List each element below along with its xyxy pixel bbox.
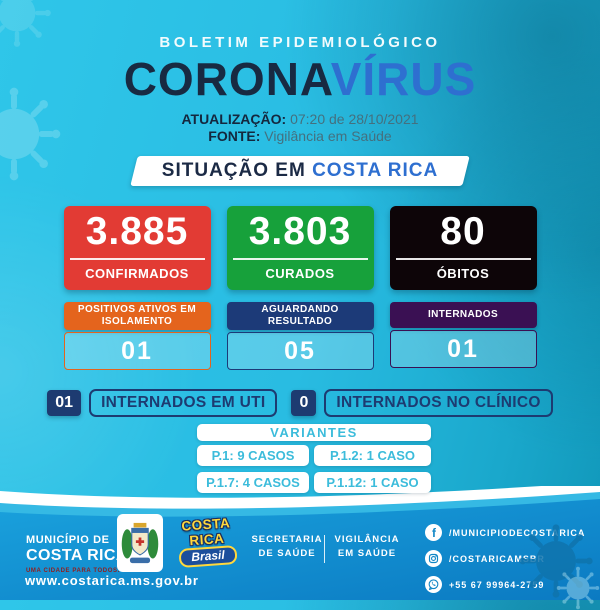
secondary-stats-row: POSITIVOS ATIVOS EM ISOLAMENTO 01 AGUARD… — [0, 302, 600, 370]
variant-cell: P.1.7: 4 CASOS — [197, 472, 309, 493]
hospitalized-label: INTERNADOS — [389, 302, 537, 328]
stat-awaiting-results: AGUARDANDO RESULTADO 05 — [226, 302, 374, 370]
dept-secretaria-saude: SECRETARIA DE SAÚDE — [251, 534, 323, 559]
update-line: ATUALIZAÇÃO: 07:20 de 28/10/2021 — [0, 111, 600, 127]
confirmed-label: CONFIRMADOS — [85, 266, 189, 281]
whatsapp-handle: +55 67 99964-2759 — [449, 579, 545, 590]
icu-value: 01 — [47, 390, 82, 416]
dept-vigilancia-saude: VIGILÂNCIA EM SAÚDE — [334, 534, 400, 559]
divider — [232, 258, 368, 260]
source-line: FONTE: Vigilância em Saúde — [0, 128, 600, 144]
stat-card-deaths: 80 ÓBITOS — [389, 206, 537, 290]
whatsapp-icon — [425, 576, 442, 593]
facebook-handle: /MUNICIPIODECOSTARICA — [449, 527, 586, 538]
clinical-value: 0 — [291, 390, 317, 416]
coat-of-arms-icon — [121, 522, 159, 564]
costa-rica-brasil-logo: COSTA RICA Brasil — [163, 514, 250, 569]
active-isolation-label: POSITIVOS ATIVOS EM ISOLAMENTO — [63, 302, 211, 330]
instagram-handle: /COSTARICAMSBR — [449, 553, 545, 564]
clinical-label: INTERNADOS NO CLÍNICO — [324, 389, 553, 417]
cured-label: CURADOS — [265, 266, 335, 281]
deaths-label: ÓBITOS — [436, 266, 490, 281]
hospitalized-value: 01 — [389, 330, 537, 368]
instagram-link[interactable]: /COSTARICAMSBR — [425, 550, 585, 567]
page-title: CORONAVÍRUS — [0, 52, 600, 106]
instagram-icon — [425, 550, 442, 567]
municipality-line2: COSTA RICA — [26, 547, 128, 564]
title-virus: VÍRUS — [330, 53, 477, 105]
cured-value: 3.803 — [248, 210, 352, 253]
whatsapp-link[interactable]: +55 67 99964-2759 — [425, 576, 585, 593]
source-value: Vigilância em Saúde — [260, 128, 392, 144]
hospital-stats-row: 01 INTERNADOS EM UTI 0 INTERNADOS NO CLÍ… — [0, 389, 600, 417]
update-label: ATUALIZAÇÃO: — [181, 111, 287, 127]
municipality-tagline: UMA CIDADE PARA TODOS. — [26, 568, 120, 574]
variant-cell: P.1.12: 1 CASO — [314, 472, 431, 493]
social-links: f /MUNICIPIODECOSTARICA /COSTARICAMSBR +… — [425, 524, 585, 593]
variant-cell: P.1.2: 1 CASO — [314, 445, 431, 466]
municipality-block: MUNICÍPIO DE COSTA RICA UMA CIDADE PARA … — [26, 534, 128, 574]
deaths-value: 80 — [440, 210, 486, 253]
brand-costa-rica: COSTA RICA — [180, 515, 231, 549]
municipality-line1: MUNICÍPIO DE — [26, 534, 110, 546]
stat-hospitalized: INTERNADOS 01 — [389, 302, 537, 370]
stat-active-isolation: POSITIVOS ATIVOS EM ISOLAMENTO 01 — [63, 302, 211, 370]
bulletin-kicker: BOLETIM EPIDEMIOLÓGICO — [159, 34, 441, 51]
coat-of-arms-logo — [117, 514, 163, 572]
brand-brasil: Brasil — [178, 544, 238, 568]
awaiting-results-label: AGUARDANDO RESULTADO — [226, 302, 374, 330]
svg-text:f: f — [432, 526, 436, 540]
situation-banner: SITUAÇÃO EM COSTA RICA — [130, 156, 470, 186]
primary-stats-row: 3.885 CONFIRMADOS 3.803 CURADOS 80 ÓBITO… — [0, 206, 600, 290]
icu-label: INTERNADOS EM UTI — [89, 389, 278, 417]
active-isolation-value: 01 — [63, 332, 211, 370]
footer-divider — [324, 535, 325, 563]
website-url[interactable]: www.costarica.ms.gov.br — [25, 573, 199, 588]
stat-card-confirmed: 3.885 CONFIRMADOS — [63, 206, 211, 290]
confirmed-value: 3.885 — [85, 210, 189, 253]
banner-highlight: COSTA RICA — [312, 160, 439, 181]
icu-pair: 01 INTERNADOS EM UTI — [47, 389, 278, 417]
divider — [69, 258, 205, 260]
update-value: 07:20 de 28/10/2021 — [286, 111, 419, 127]
clinical-pair: 0 INTERNADOS NO CLÍNICO — [291, 389, 553, 417]
facebook-link[interactable]: f /MUNICIPIODECOSTARICA — [425, 524, 585, 541]
variant-cell: P.1: 9 CASOS — [197, 445, 309, 466]
situation-banner-text: SITUAÇÃO EM COSTA RICA — [134, 156, 466, 186]
facebook-icon: f — [425, 524, 442, 541]
banner-prefix: SITUAÇÃO EM — [161, 160, 313, 181]
awaiting-results-value: 05 — [226, 332, 374, 370]
stat-card-cured: 3.803 CURADOS — [226, 206, 374, 290]
source-label: FONTE: — [208, 128, 261, 144]
divider — [395, 258, 531, 260]
variants-title: VARIANTES — [197, 424, 431, 441]
title-corona: CORONA — [123, 53, 331, 105]
variants-table: VARIANTES P.1: 9 CASOS P.1.2: 1 CASO P.1… — [197, 424, 431, 493]
variants-grid: P.1: 9 CASOS P.1.2: 1 CASO P.1.7: 4 CASO… — [197, 445, 431, 493]
